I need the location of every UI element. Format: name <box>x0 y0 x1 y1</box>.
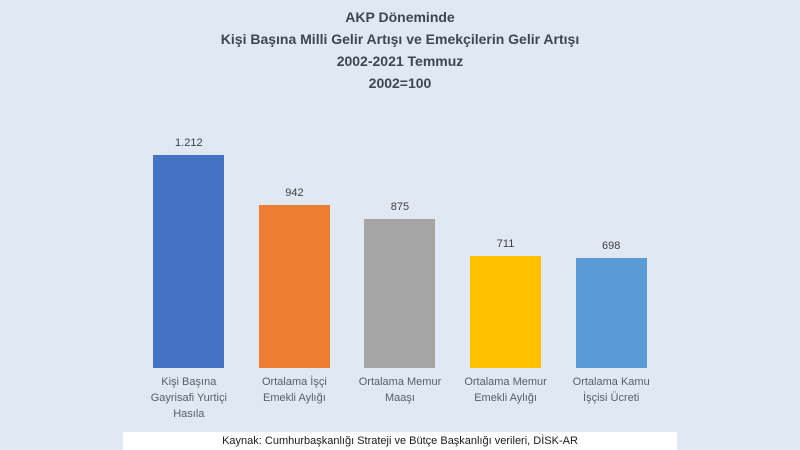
chart-title-line-1: AKP Döneminde <box>345 9 455 25</box>
category-label-4: Ortalama Kamu İşçisi Ücreti <box>572 376 650 404</box>
bar-column-1: 942 <box>242 137 348 368</box>
category-label-3: Ortalama Memur Emekli Aylığı <box>464 376 547 404</box>
bar-column-4: 698 <box>558 137 664 368</box>
bar-column-0: 1.212 <box>136 137 242 368</box>
plot-area: 1.212 942 875 711 698 <box>136 137 664 368</box>
bar-0 <box>153 155 225 368</box>
source-note: Kaynak: Cumhurbaşkanlığı Strateji ve Büt… <box>123 432 677 450</box>
value-label-1: 942 <box>285 187 304 199</box>
bar-column-3: 711 <box>453 137 559 368</box>
category-label-1: Ortalama İşçi Emekli Aylığı <box>261 376 327 404</box>
chart-title: AKP Döneminde Kişi Başına Milli Gelir Ar… <box>0 6 800 94</box>
category-label-2: Ortalama Memur Maaşı <box>358 376 442 404</box>
value-label-4: 698 <box>601 240 621 252</box>
value-label-3: 711 <box>496 238 515 250</box>
chart-title-line-3: 2002-2021 Temmuz <box>336 53 464 69</box>
bar-column-2: 875 <box>347 137 453 368</box>
value-label-0: 1.212 <box>175 137 203 149</box>
value-label-2: 875 <box>390 201 410 213</box>
bar-2 <box>364 219 436 368</box>
bar-1 <box>258 205 330 368</box>
chart-title-line-4: 2002=100 <box>368 75 432 91</box>
bar-4 <box>575 258 647 368</box>
category-axis: Kişi Başına Gayrisafi Yurtiçi Hasıla Orta… <box>136 374 664 422</box>
bar-3 <box>470 256 542 368</box>
chart-title-line-2: Kişi Başına Milli Gelir Artışı ve Emekçi… <box>220 31 580 47</box>
category-label-0: Kişi Başına Gayrisafi Yurtiçi Hasıla <box>150 376 227 420</box>
